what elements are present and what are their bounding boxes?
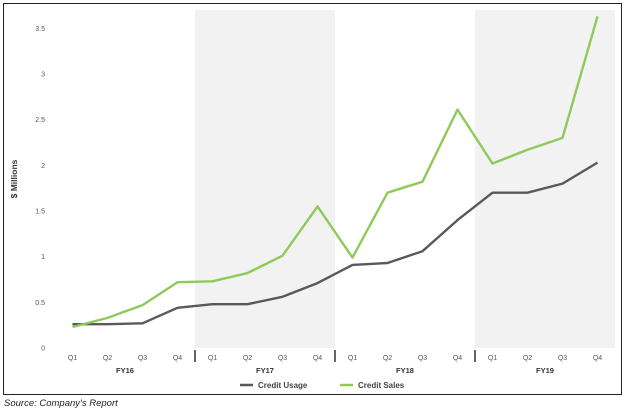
legend-label: Credit Sales	[358, 381, 405, 390]
x-tick-label: Q2	[523, 355, 532, 362]
x-tick-label: Q4	[313, 355, 322, 362]
x-tick-label: Q1	[208, 355, 217, 362]
x-tick-label: Q2	[103, 355, 112, 362]
x-tick-label: Q3	[278, 355, 287, 362]
legend-label: Credit Usage	[258, 381, 308, 390]
x-tick-label: Q4	[173, 355, 182, 362]
source-note: Source: Company's Report	[4, 398, 118, 409]
group-label-fy18: FY18	[396, 366, 414, 375]
line-chart: 0 0.5 1 1.5 2 2.5 3 3.5 $ Millions Q1 Q2 Q3 Q4 Q1 Q2 Q3…	[9, 10, 615, 390]
x-tick-label: Q4	[593, 355, 602, 362]
y-tick-label: 0	[41, 346, 45, 353]
y-tick-label: 2.5	[35, 117, 45, 124]
band-fy19	[475, 10, 615, 348]
x-tick-label: Q3	[138, 355, 147, 362]
x-tick-label: Q3	[418, 355, 427, 362]
x-tick-label: Q1	[348, 355, 357, 362]
y-tick-label: 3	[41, 71, 45, 78]
group-label-fy17: FY17	[256, 366, 274, 375]
x-tick-label: Q1	[488, 355, 497, 362]
y-tick-label: 3.5	[35, 26, 45, 33]
y-tick-label: 0.5	[35, 300, 45, 307]
group-label-fy16: FY16	[116, 366, 134, 375]
chart-frame: 0 0.5 1 1.5 2 2.5 3 3.5 $ Millions Q1 Q2 Q3 Q4 Q1 Q2 Q3…	[3, 3, 622, 395]
band-fy17	[195, 10, 335, 348]
group-bands	[195, 10, 615, 348]
legend: Credit Usage Credit Sales	[240, 381, 405, 390]
chart-axes: 0 0.5 1 1.5 2 2.5 3 3.5 $ Millions Q1 Q2 Q3 Q4 Q1 Q2 Q3…	[9, 26, 602, 375]
y-tick-label: 1.5	[35, 208, 45, 215]
x-tick-label: Q4	[453, 355, 462, 362]
series-lines	[72, 16, 599, 329]
y-tick-label: 2	[41, 163, 45, 170]
y-tick-label: 1	[41, 254, 45, 261]
x-tick-label: Q1	[68, 355, 77, 362]
series-line-credit-usage	[72, 161, 599, 326]
x-tick-label: Q3	[558, 355, 567, 362]
x-tick-label: Q2	[383, 355, 392, 362]
group-label-fy19: FY19	[536, 366, 554, 375]
y-axis-label: $ Millions	[9, 159, 19, 198]
x-tick-label: Q2	[243, 355, 252, 362]
series-line-credit-sales	[72, 16, 599, 329]
